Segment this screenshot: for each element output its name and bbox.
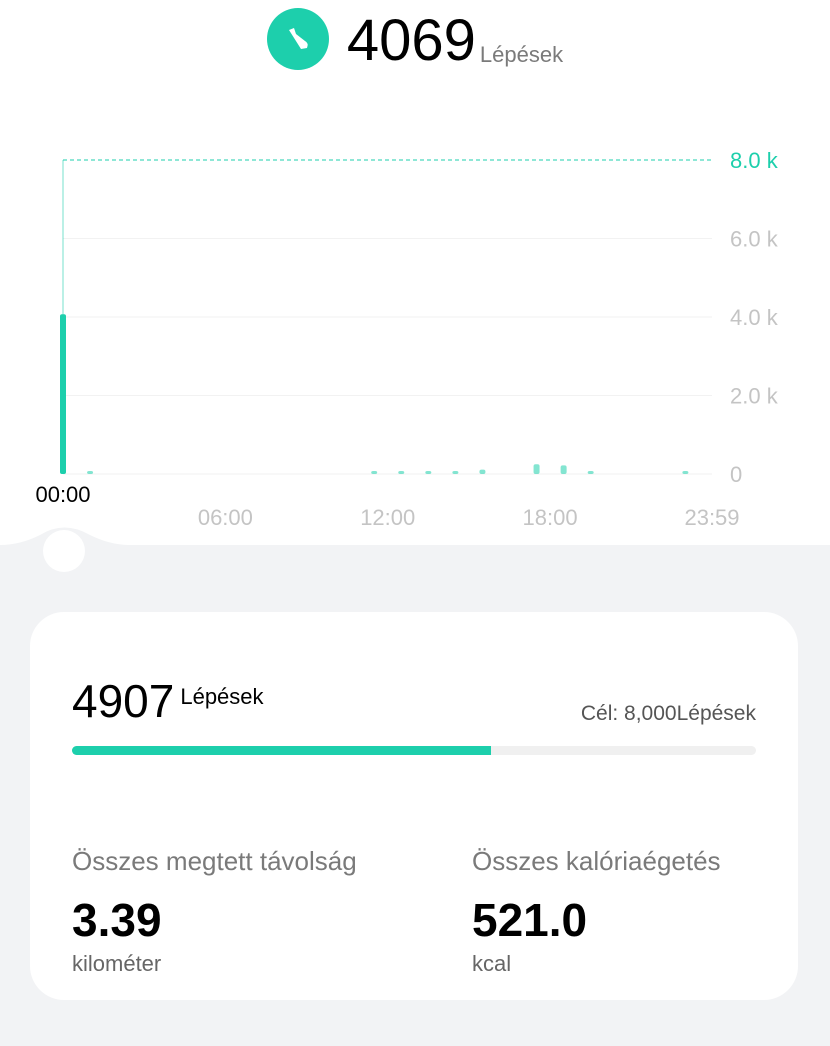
y-tick-label: 2.0 k bbox=[730, 384, 779, 409]
x-tick-label: 12:00 bbox=[360, 505, 415, 530]
goal-text: Cél: 8,000Lépések bbox=[580, 702, 756, 725]
y-tick-label: 8.0 k bbox=[730, 148, 779, 173]
calories-stat: Összes kalóriaégetés 521.0 kcal bbox=[472, 846, 721, 977]
chart-panel: 4069 Lépések 0 2.0 k 4.0 k 6.0 k 8.0 k 00:00 0… bbox=[0, 0, 830, 545]
chart-bar bbox=[452, 471, 459, 474]
chart-bar bbox=[371, 471, 378, 474]
chart-bar bbox=[682, 471, 689, 474]
chart-bar bbox=[60, 314, 66, 474]
y-tick-label: 6.0 k bbox=[730, 227, 779, 252]
chart-bar bbox=[479, 469, 486, 474]
y-tick-label: 4.0 k bbox=[730, 305, 779, 330]
x-tick-label: 06:00 bbox=[198, 505, 253, 530]
calories-unit: kcal bbox=[472, 951, 512, 976]
distance-unit: kilométer bbox=[72, 951, 162, 976]
chart-bar bbox=[87, 471, 94, 474]
progress-bar bbox=[72, 746, 756, 755]
total-steps: 4907 bbox=[72, 675, 175, 727]
distance-stat: Összes megtett távolság 3.39 kilométer bbox=[72, 846, 357, 977]
chart-pointer-tab bbox=[0, 527, 830, 580]
chart-bar bbox=[560, 465, 567, 474]
chart-bar bbox=[533, 464, 540, 474]
distance-value: 3.39 bbox=[72, 894, 162, 946]
calories-label: Összes kalóriaégetés bbox=[472, 846, 721, 876]
distance-label: Összes megtett távolság bbox=[72, 846, 357, 876]
steps-chart[interactable]: 0 2.0 k 4.0 k 6.0 k 8.0 k 00:00 06:00 12:00 18:0… bbox=[0, 130, 830, 530]
x-tick-label: 18:00 bbox=[523, 505, 578, 530]
chart-bar bbox=[587, 471, 594, 474]
shoe-icon bbox=[266, 8, 329, 70]
summary-card: 4907 Lépések Cél: 8,000Lépések Összes me… bbox=[30, 612, 798, 1000]
header-steps: 4069 bbox=[346, 8, 476, 73]
calories-value: 521.0 bbox=[472, 894, 588, 946]
y-tick-label: 0 bbox=[730, 462, 742, 487]
chart-bar bbox=[398, 471, 405, 474]
total-steps-unit: Lépések bbox=[180, 684, 264, 709]
x-tick-label: 00:00 bbox=[35, 482, 90, 507]
header: 4069 Lépések bbox=[0, 8, 830, 72]
progress-fill bbox=[72, 746, 492, 755]
x-tick-label: 23:59 bbox=[684, 505, 739, 530]
time-cursor-handle[interactable] bbox=[43, 530, 85, 572]
chart-bar bbox=[425, 471, 432, 474]
header-unit: Lépések bbox=[479, 42, 564, 67]
